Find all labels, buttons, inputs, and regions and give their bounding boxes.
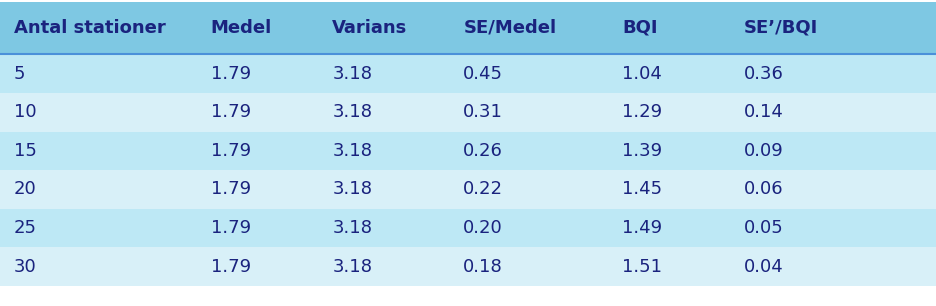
- Text: 3.18: 3.18: [332, 65, 373, 83]
- Text: 1.79: 1.79: [211, 65, 251, 83]
- Bar: [0, 132, 936, 170]
- Text: 0.14: 0.14: [744, 103, 784, 121]
- Bar: [0, 54, 936, 93]
- Text: 0.36: 0.36: [744, 65, 784, 83]
- Text: Varians: Varians: [332, 19, 407, 36]
- Text: SE/Medel: SE/Medel: [463, 19, 556, 36]
- Text: 1.39: 1.39: [622, 142, 663, 160]
- Text: 25: 25: [14, 219, 37, 237]
- Text: 10: 10: [14, 103, 37, 121]
- Text: 1.79: 1.79: [211, 181, 251, 198]
- Text: 1.79: 1.79: [211, 219, 251, 237]
- Bar: [0, 93, 936, 132]
- Text: 3.18: 3.18: [332, 219, 373, 237]
- Bar: [0, 2, 936, 54]
- Text: 0.18: 0.18: [463, 258, 503, 275]
- Text: 15: 15: [14, 142, 37, 160]
- Text: 0.22: 0.22: [463, 181, 504, 198]
- Text: 5: 5: [14, 65, 25, 83]
- Text: 1.79: 1.79: [211, 258, 251, 275]
- Text: 0.26: 0.26: [463, 142, 504, 160]
- Text: 1.29: 1.29: [622, 103, 663, 121]
- Text: 20: 20: [14, 181, 37, 198]
- Bar: [0, 209, 936, 247]
- Text: 1.04: 1.04: [622, 65, 663, 83]
- Text: 1.45: 1.45: [622, 181, 663, 198]
- Text: 1.79: 1.79: [211, 103, 251, 121]
- Text: 0.06: 0.06: [744, 181, 783, 198]
- Text: 30: 30: [14, 258, 37, 275]
- Text: 3.18: 3.18: [332, 142, 373, 160]
- Text: 3.18: 3.18: [332, 103, 373, 121]
- Text: 1.49: 1.49: [622, 219, 663, 237]
- Text: 0.20: 0.20: [463, 219, 503, 237]
- Text: 0.05: 0.05: [744, 219, 783, 237]
- Text: SE’/BQI: SE’/BQI: [744, 19, 818, 36]
- Text: 1.79: 1.79: [211, 142, 251, 160]
- Text: Antal stationer: Antal stationer: [14, 19, 166, 36]
- Text: BQI: BQI: [622, 19, 658, 36]
- Text: 0.31: 0.31: [463, 103, 504, 121]
- Text: 3.18: 3.18: [332, 258, 373, 275]
- Text: 1.51: 1.51: [622, 258, 663, 275]
- Text: 0.45: 0.45: [463, 65, 504, 83]
- Text: 0.04: 0.04: [744, 258, 783, 275]
- Bar: [0, 170, 936, 209]
- Text: 3.18: 3.18: [332, 181, 373, 198]
- Bar: [0, 247, 936, 286]
- Text: Medel: Medel: [211, 19, 271, 36]
- Text: 0.09: 0.09: [744, 142, 783, 160]
